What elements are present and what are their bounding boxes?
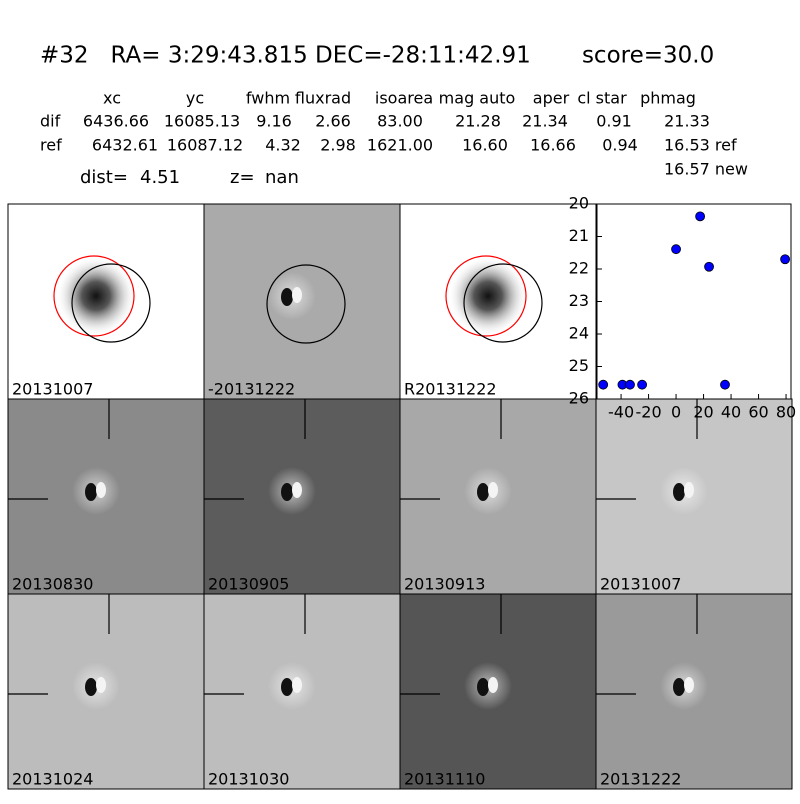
dist-label: dist= xyxy=(80,167,128,188)
aperture-ref xyxy=(53,255,135,337)
data-point xyxy=(625,379,635,390)
table-cell: 16085.13 xyxy=(164,112,240,131)
residual-light xyxy=(488,482,498,498)
column-header: fluxrad xyxy=(295,89,351,108)
residual-dark xyxy=(281,678,293,696)
y-tick-label: 21 xyxy=(569,226,589,245)
residual-dark xyxy=(281,288,293,306)
panel-label: 20131030 xyxy=(208,770,289,789)
panel-label: 20130905 xyxy=(208,575,289,594)
panel-label: -20131222 xyxy=(208,380,295,399)
data-point xyxy=(695,211,706,222)
table-cell: 16.66 xyxy=(530,136,576,155)
residual-light xyxy=(96,482,106,498)
table-cell: 6432.61 xyxy=(92,136,158,155)
panel-label: 20131110 xyxy=(404,770,485,789)
x-tick-label: 20 xyxy=(693,403,713,422)
table-cell: 16.53 ref xyxy=(664,136,737,155)
residual-light xyxy=(292,677,302,693)
data-point xyxy=(704,261,714,272)
aperture-new xyxy=(463,263,543,343)
z-label: z= xyxy=(230,167,255,188)
residual-dark xyxy=(477,678,489,696)
table-cell: 83.00 xyxy=(377,112,423,131)
table-cell: 21.28 xyxy=(455,112,501,131)
table-cell: 2.98 xyxy=(320,136,356,155)
column-header: isoarea xyxy=(375,89,433,108)
table-cell: 1621.00 xyxy=(367,136,433,155)
star-blob xyxy=(56,256,136,336)
plot-area xyxy=(596,203,792,400)
column-header: yc xyxy=(186,89,204,108)
aperture-ref xyxy=(445,255,527,337)
x-tick-label: 0 xyxy=(671,403,681,422)
z-value: nan xyxy=(265,167,299,188)
data-point xyxy=(780,254,790,265)
data-point xyxy=(637,379,647,390)
y-tick-label: 25 xyxy=(569,356,589,375)
star-blob xyxy=(448,256,528,336)
table-cell: 16087.12 xyxy=(167,136,243,155)
residual-dark xyxy=(85,483,97,501)
residual-light xyxy=(292,287,302,303)
extra-mag: 16.57 new xyxy=(664,160,748,179)
x-tick-label: 40 xyxy=(721,403,741,422)
panel-label: 20130830 xyxy=(12,575,93,594)
y-tick-label: 20 xyxy=(569,194,589,213)
residual-dark xyxy=(281,483,293,501)
residual-dark xyxy=(673,483,685,501)
residual-light xyxy=(684,677,694,693)
residual-light xyxy=(684,482,694,498)
column-header: mag auto xyxy=(439,89,516,108)
table-cell: 6436.66 xyxy=(83,112,149,131)
data-point xyxy=(598,379,609,390)
table-cell: 21.34 xyxy=(522,112,568,131)
residual-light xyxy=(292,482,302,498)
table-cell: 0.91 xyxy=(596,112,632,131)
column-header: fwhm xyxy=(246,89,290,108)
column-header: xc xyxy=(103,89,121,108)
residual-light xyxy=(96,677,106,693)
data-point xyxy=(720,379,730,390)
table-cell: 4.32 xyxy=(265,136,301,155)
panel-label: 20130913 xyxy=(404,575,485,594)
residual-dark xyxy=(85,678,97,696)
panel-label: R20131222 xyxy=(404,380,497,399)
y-tick-label: 26 xyxy=(569,389,589,408)
table-cell: 0.94 xyxy=(602,136,638,155)
x-tick-label: 80 xyxy=(776,403,796,422)
table-cell: 9.16 xyxy=(256,112,292,131)
panel-label: 20131007 xyxy=(12,380,93,399)
data-point xyxy=(671,244,681,255)
y-tick-label: 23 xyxy=(569,291,589,310)
table-cell: 16.60 xyxy=(462,136,508,155)
column-header: phmag xyxy=(640,89,696,108)
dist-value: 4.51 xyxy=(140,167,180,188)
table-cell: 2.66 xyxy=(315,112,351,131)
column-header: cl star xyxy=(577,89,627,108)
x-tick-label: 60 xyxy=(748,403,768,422)
aperture-new xyxy=(266,264,346,344)
residual-light xyxy=(488,677,498,693)
row-label: dif xyxy=(40,112,61,131)
column-header: aper xyxy=(533,89,570,108)
table-cell: 21.33 xyxy=(664,112,710,131)
panel-label: 20131007 xyxy=(600,575,681,594)
image-panel xyxy=(7,593,205,790)
row-label: ref xyxy=(40,136,62,155)
residual-dark xyxy=(673,678,685,696)
x-tick-label: -40 xyxy=(608,403,634,422)
title: #32 RA= 3:29:43.815 DEC=-28:11:42.91 sco… xyxy=(40,43,714,69)
residual-dark xyxy=(477,483,489,501)
aperture-new xyxy=(71,263,151,343)
panel-label: 20131222 xyxy=(600,770,681,789)
x-tick-label: -20 xyxy=(635,403,661,422)
y-tick-label: 22 xyxy=(569,259,589,278)
panel-label: 20131024 xyxy=(12,770,93,789)
y-tick-label: 24 xyxy=(569,324,589,343)
